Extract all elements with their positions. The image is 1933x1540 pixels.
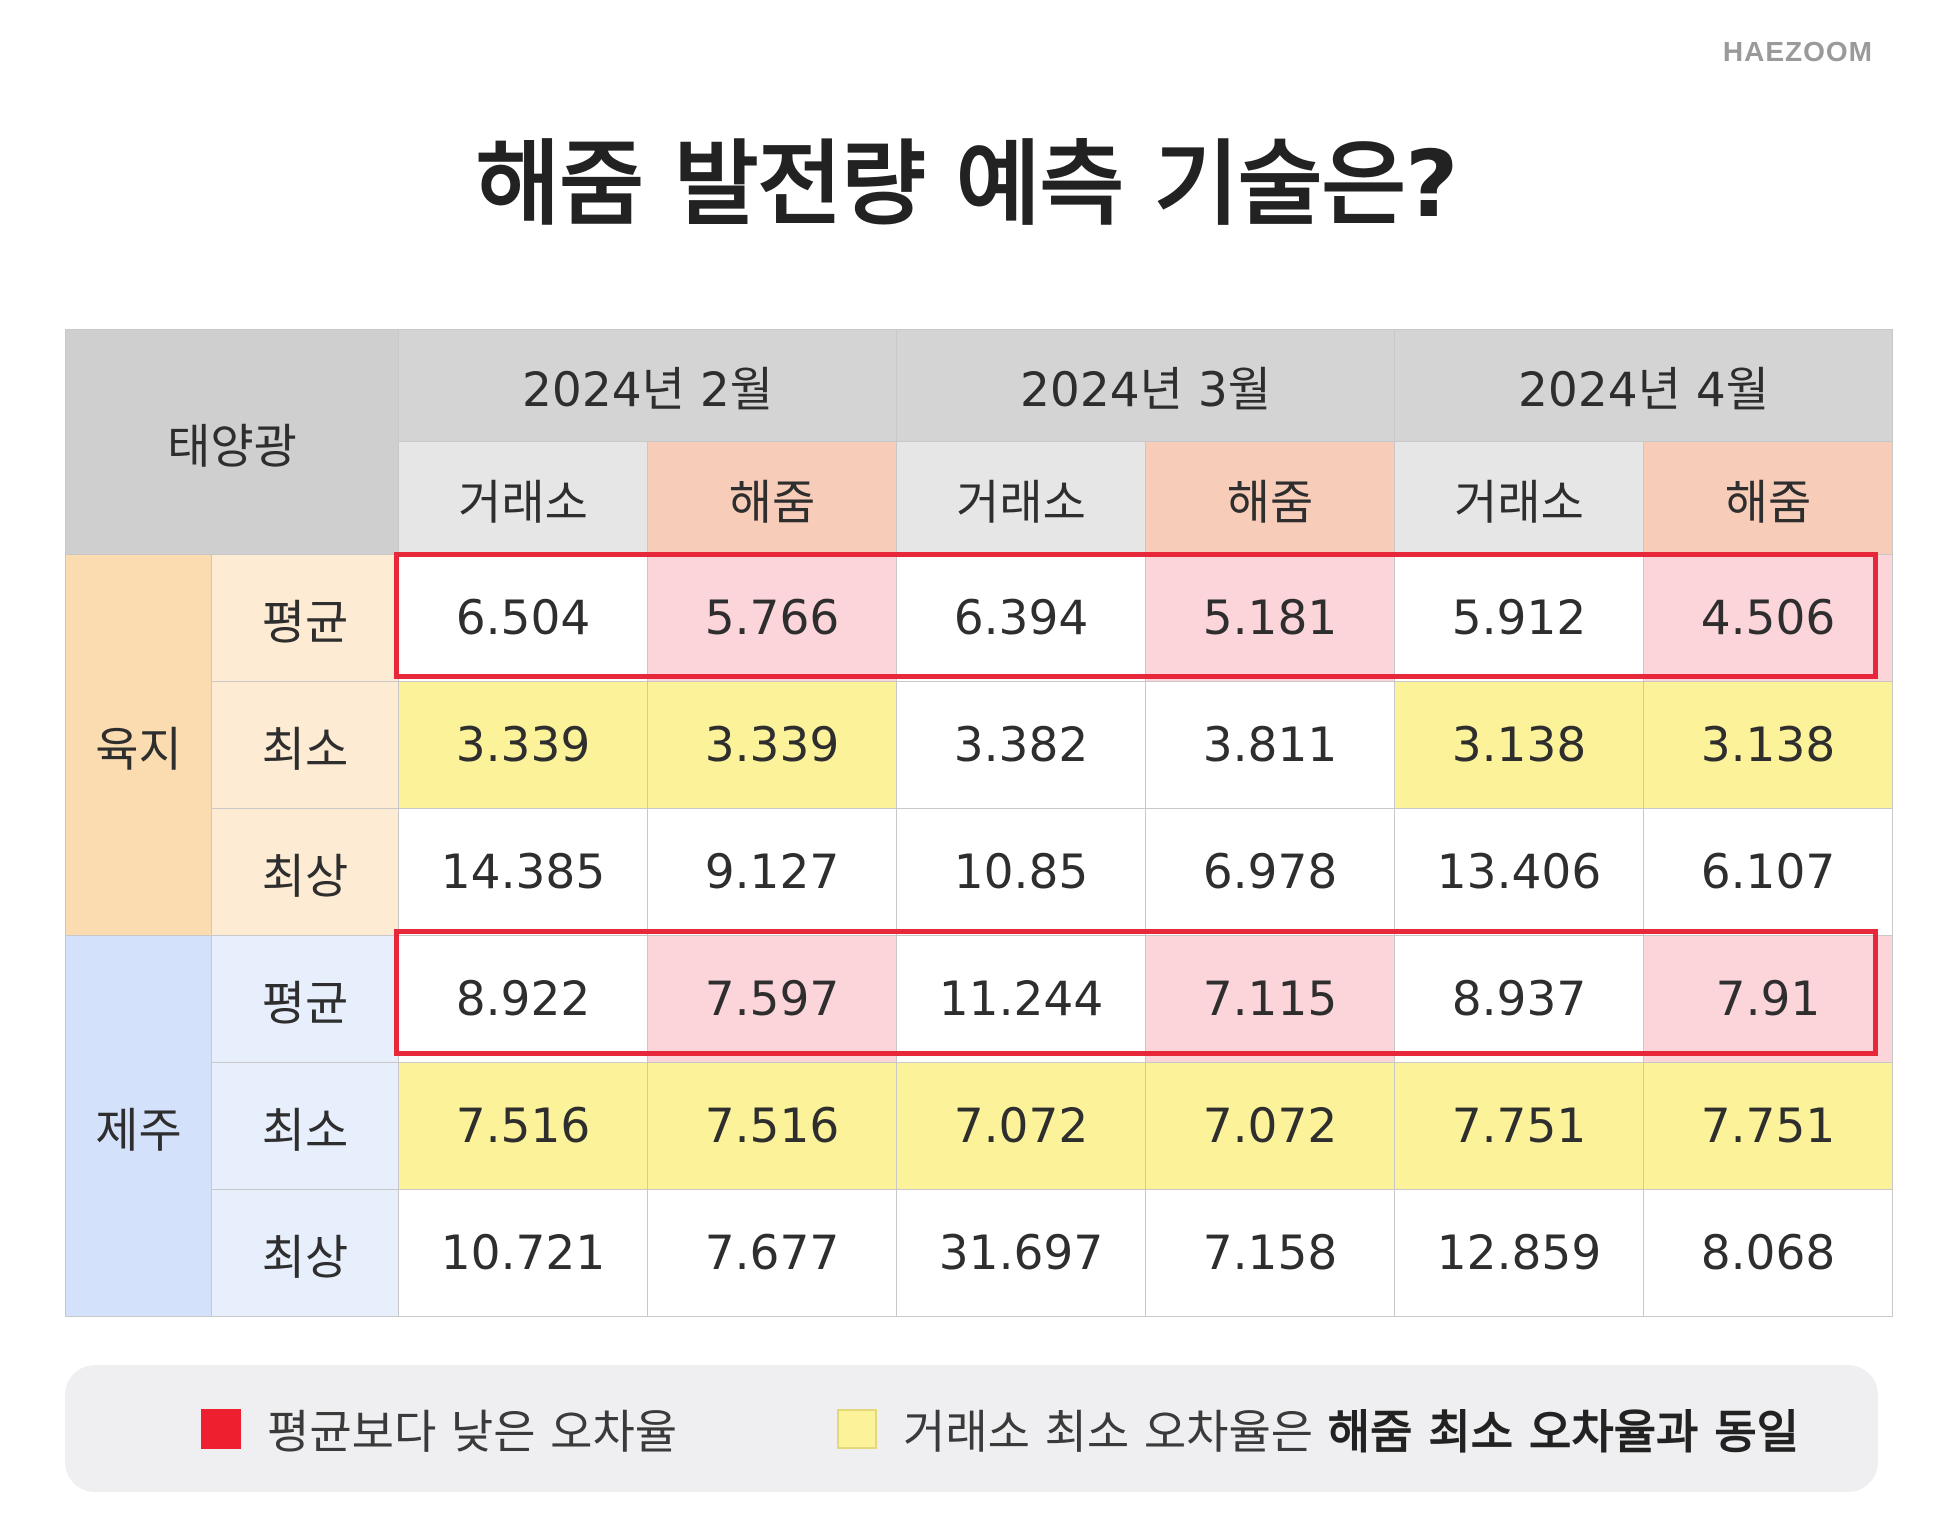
group-label-land: 육지 xyxy=(65,554,212,936)
value-cell: 3.811 xyxy=(1145,681,1395,809)
value-cell: 10.85 xyxy=(896,808,1146,936)
value-cell: 8.068 xyxy=(1643,1189,1893,1317)
value-cell: 7.516 xyxy=(647,1062,897,1190)
yellow-swatch-icon xyxy=(837,1408,877,1449)
value-cell: 7.91 xyxy=(1643,935,1893,1063)
legend-item-yellow: 거래소 최소 오차율은 해줌 최소 오차율과 동일 xyxy=(837,1365,1799,1492)
value-cell: 11.244 xyxy=(896,935,1146,1063)
red-swatch-icon xyxy=(201,1408,241,1449)
month-header: 2024년 2월 xyxy=(398,329,897,442)
value-cell: 8.922 xyxy=(398,935,648,1063)
source-header-haezoom: 해줌 xyxy=(1643,441,1893,555)
value-cell: 7.115 xyxy=(1145,935,1395,1063)
value-cell: 6.978 xyxy=(1145,808,1395,936)
value-cell: 9.127 xyxy=(647,808,897,936)
source-header-exchange: 거래소 xyxy=(896,441,1146,555)
value-cell: 10.721 xyxy=(398,1189,648,1317)
value-cell: 7.597 xyxy=(647,935,897,1063)
value-cell: 5.181 xyxy=(1145,554,1395,682)
value-cell: 4.506 xyxy=(1643,554,1893,682)
legend-item-red: 평균보다 낮은 오차율 xyxy=(201,1365,677,1492)
value-cell: 14.385 xyxy=(398,808,648,936)
source-header-haezoom: 해줌 xyxy=(1145,441,1395,555)
legend-label-red: 평균보다 낮은 오차율 xyxy=(267,1404,678,1459)
metric-label: 평균 xyxy=(211,554,399,682)
metric-label: 최상 xyxy=(211,808,399,936)
value-cell: 5.766 xyxy=(647,554,897,682)
value-cell: 3.382 xyxy=(896,681,1146,809)
legend: 평균보다 낮은 오차율 거래소 최소 오차율은 해줌 최소 오차율과 동일 xyxy=(65,1365,1878,1492)
value-cell: 13.406 xyxy=(1394,808,1644,936)
value-cell: 7.751 xyxy=(1643,1062,1893,1190)
month-header: 2024년 4월 xyxy=(1394,329,1893,442)
metric-label: 최소 xyxy=(211,681,399,809)
value-cell: 7.677 xyxy=(647,1189,897,1317)
group-label-jeju: 제주 xyxy=(65,935,212,1317)
value-cell: 3.138 xyxy=(1643,681,1893,809)
value-cell: 7.072 xyxy=(896,1062,1146,1190)
value-cell: 7.751 xyxy=(1394,1062,1644,1190)
brand-logo-text: HAEZOOM xyxy=(1722,36,1873,67)
value-cell: 3.339 xyxy=(647,681,897,809)
value-cell: 7.072 xyxy=(1145,1062,1395,1190)
corner-label: 태양광 xyxy=(65,329,399,555)
value-cell: 6.394 xyxy=(896,554,1146,682)
source-header-exchange: 거래소 xyxy=(398,441,648,555)
value-cell: 7.516 xyxy=(398,1062,648,1190)
source-header-haezoom: 해줌 xyxy=(647,441,897,555)
value-cell: 6.107 xyxy=(1643,808,1893,936)
value-cell: 3.339 xyxy=(398,681,648,809)
error-rate-table: 태양광 2024년 2월 2024년 3월 2024년 4월 거래소 해줌 거래… xyxy=(65,329,1893,1317)
value-cell: 7.158 xyxy=(1145,1189,1395,1317)
value-cell: 5.912 xyxy=(1394,554,1644,682)
page-title: 해줌 발전량 예측 기술은? xyxy=(475,131,1459,238)
value-cell: 31.697 xyxy=(896,1189,1146,1317)
month-header: 2024년 3월 xyxy=(896,329,1395,442)
legend-label-yellow-regular: 거래소 최소 오차율은 xyxy=(903,1404,1328,1459)
legend-label-yellow-bold: 해줌 최소 오차율과 동일 xyxy=(1327,1404,1799,1459)
source-header-exchange: 거래소 xyxy=(1394,441,1644,555)
value-cell: 12.859 xyxy=(1394,1189,1644,1317)
value-cell: 8.937 xyxy=(1394,935,1644,1063)
value-cell: 6.504 xyxy=(398,554,648,682)
value-cell: 3.138 xyxy=(1394,681,1644,809)
metric-label: 최상 xyxy=(211,1189,399,1317)
metric-label: 평균 xyxy=(211,935,399,1063)
legend-label-yellow: 거래소 최소 오차율은 해줌 최소 오차율과 동일 xyxy=(903,1396,1799,1462)
metric-label: 최소 xyxy=(211,1062,399,1190)
